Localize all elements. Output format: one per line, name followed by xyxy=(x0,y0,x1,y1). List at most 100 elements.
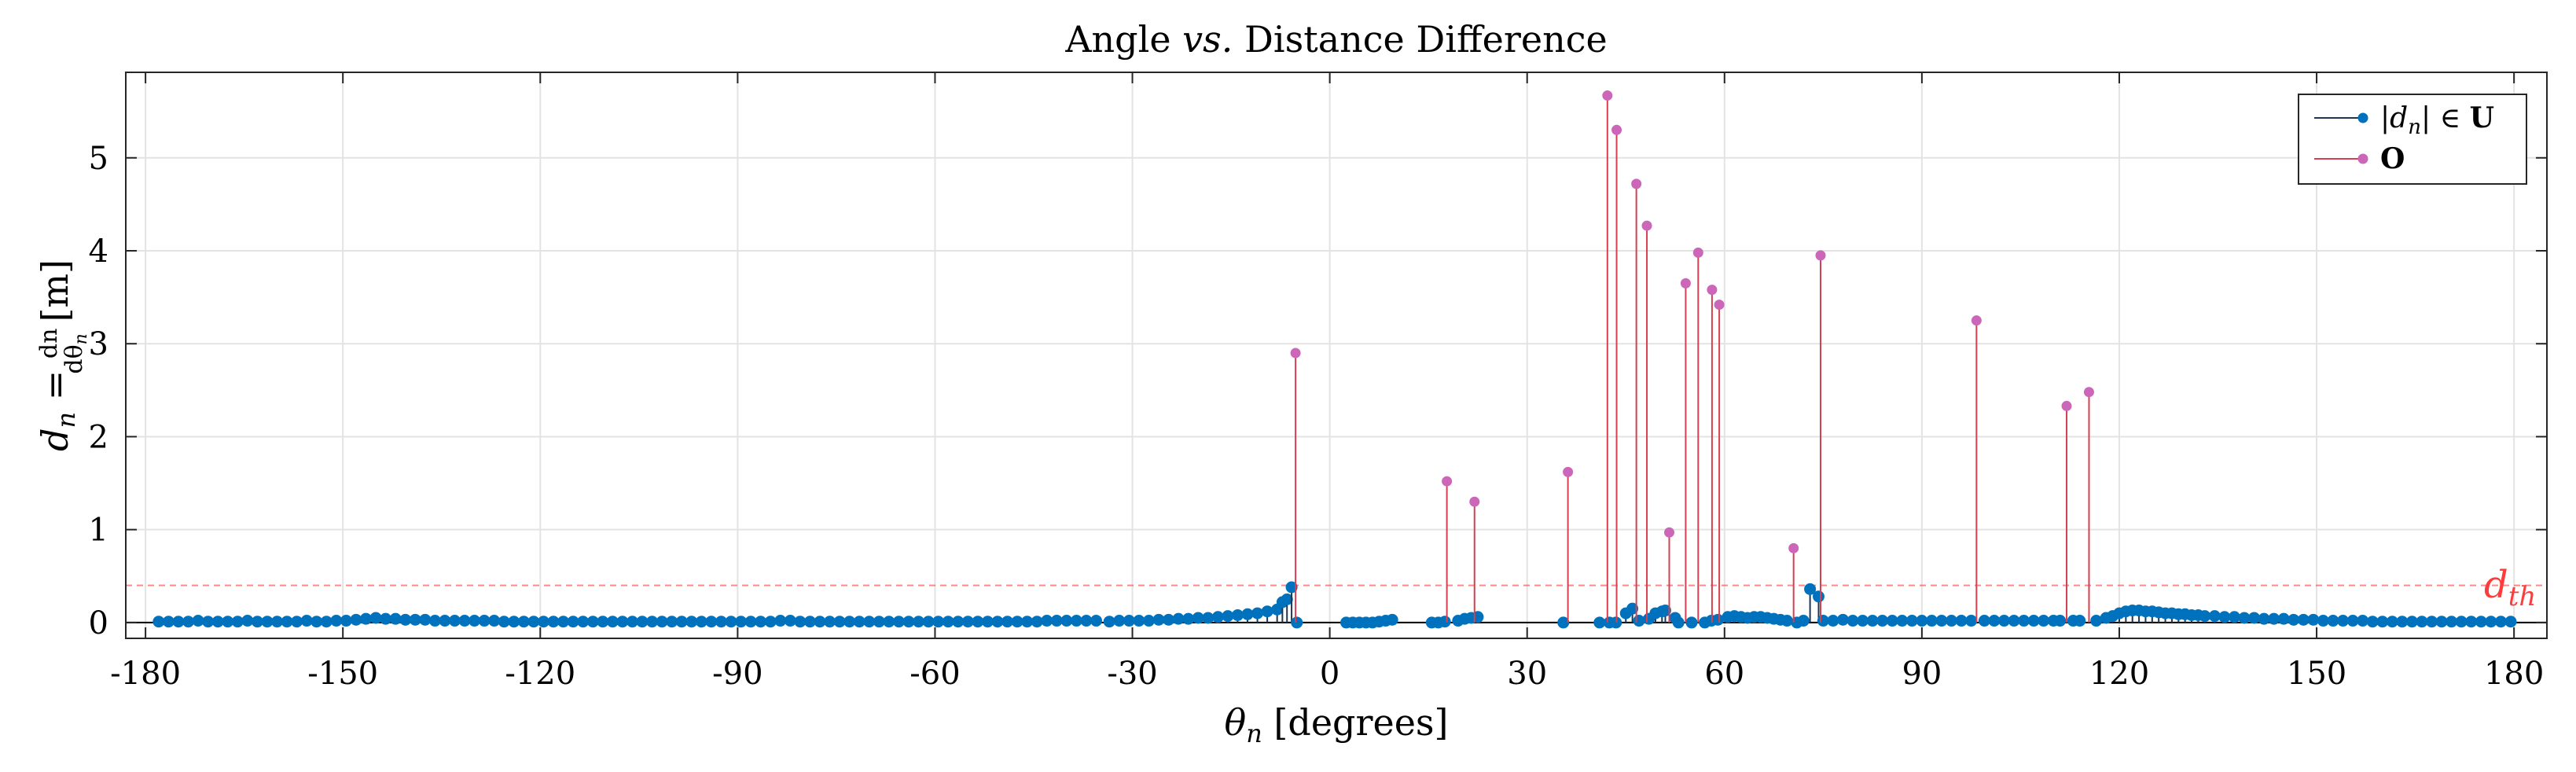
u-point xyxy=(803,616,816,628)
o-point xyxy=(1442,476,1453,487)
u-point xyxy=(1152,613,1165,626)
legend-u-marker xyxy=(2357,112,2368,123)
u-point xyxy=(2038,615,2050,627)
u-point xyxy=(2475,616,2487,628)
u-point xyxy=(932,616,945,628)
u-point xyxy=(1113,615,1126,627)
u-point xyxy=(2346,615,2359,627)
u-point xyxy=(448,615,461,627)
u-point xyxy=(2455,616,2468,628)
u-point xyxy=(2307,613,2320,626)
u-point xyxy=(922,616,935,628)
u-point xyxy=(1626,602,1639,615)
u-point xyxy=(2494,616,2507,628)
u-point xyxy=(2277,612,2290,625)
u-point xyxy=(913,616,925,628)
u-point xyxy=(2018,615,2030,627)
u-point xyxy=(2288,613,2300,626)
u-point xyxy=(1955,615,1968,627)
o-point xyxy=(1641,220,1652,231)
o-point xyxy=(1611,124,1622,135)
u-point xyxy=(498,616,510,628)
u-point xyxy=(1211,611,1224,623)
u-point xyxy=(902,616,915,628)
u-point xyxy=(1031,616,1043,628)
u-point xyxy=(1202,612,1215,624)
u-point xyxy=(873,616,885,628)
legend-box xyxy=(2298,94,2527,185)
legend-u-post: | ∈ xyxy=(2421,102,2470,134)
u-point xyxy=(2416,616,2428,628)
o-point xyxy=(2083,387,2094,398)
o-point xyxy=(1788,542,1799,553)
u-point xyxy=(1672,616,1685,629)
u-point xyxy=(567,616,579,628)
u-point xyxy=(646,616,659,628)
u-point xyxy=(311,616,323,628)
u-point xyxy=(2199,610,2211,623)
u-point xyxy=(488,615,501,627)
o-point xyxy=(1563,466,1574,477)
u-point xyxy=(222,616,234,628)
y-tick-label: 3 xyxy=(89,326,108,362)
u-point xyxy=(1386,613,1398,626)
u-point xyxy=(211,616,224,628)
o-point xyxy=(1971,315,1982,326)
u-point xyxy=(419,613,432,626)
x-axis-unit: [degrees] xyxy=(1262,701,1449,744)
u-point xyxy=(695,616,707,628)
u-point xyxy=(1925,615,1938,627)
x-tick-label: 60 xyxy=(1704,656,1744,692)
u-point xyxy=(666,616,678,628)
u-point xyxy=(2485,616,2497,628)
plot-frame xyxy=(125,72,2548,639)
u-point xyxy=(1685,616,1698,629)
series-u-stems xyxy=(153,581,2517,629)
o-point xyxy=(1692,247,1703,258)
x-tick-label: 90 xyxy=(1902,656,1942,692)
y-tick-label: 5 xyxy=(89,141,108,177)
y-label-den: dθ xyxy=(61,344,88,373)
u-point xyxy=(1711,613,1724,626)
title-main: Angle xyxy=(1064,18,1182,61)
u-point xyxy=(1817,615,1829,627)
u-point xyxy=(991,616,1004,628)
u-point xyxy=(350,613,362,626)
legend-o-label: O xyxy=(2380,142,2405,175)
u-point xyxy=(715,616,727,628)
u-point xyxy=(1797,615,1810,627)
u-point xyxy=(1978,615,1990,627)
u-point xyxy=(231,616,244,628)
chart-title: Angle vs. Distance Difference xyxy=(1064,18,1607,61)
u-point xyxy=(1866,615,1879,627)
legend-u-pre: |d xyxy=(2380,102,2408,134)
u-point xyxy=(883,616,895,628)
u-point xyxy=(1182,612,1195,625)
y-label-den-sub: n xyxy=(72,333,91,344)
legend: |dn| ∈ U O xyxy=(2298,94,2527,185)
u-point xyxy=(2074,615,2086,627)
u-point xyxy=(1222,610,1234,623)
u-point xyxy=(380,612,392,625)
y-label-lhs-sub: n xyxy=(51,412,81,428)
x-tick-labels: -180 -150 -120 -90 -60 -30 0 30 60 90 120 150 180 xyxy=(110,656,2544,692)
u-point xyxy=(162,616,175,628)
u-point xyxy=(1080,615,1093,627)
u-point xyxy=(626,616,638,628)
u-point xyxy=(241,615,254,627)
u-point xyxy=(586,616,599,628)
u-point xyxy=(1935,615,1948,627)
u-point xyxy=(833,616,846,628)
u-point xyxy=(705,616,718,628)
legend-o-marker xyxy=(2357,153,2368,164)
u-point xyxy=(439,615,451,627)
u-point xyxy=(359,612,372,625)
x-tick-label: 120 xyxy=(2089,656,2149,692)
u-point xyxy=(1050,615,1063,627)
u-point xyxy=(458,615,471,627)
u-point xyxy=(389,612,402,625)
u-point xyxy=(1780,615,1793,627)
u-point xyxy=(656,616,668,628)
svg-text:dn = dndθn [m]: dn = dndθn [m] xyxy=(34,259,91,451)
y-tick-label: 0 xyxy=(89,605,108,641)
